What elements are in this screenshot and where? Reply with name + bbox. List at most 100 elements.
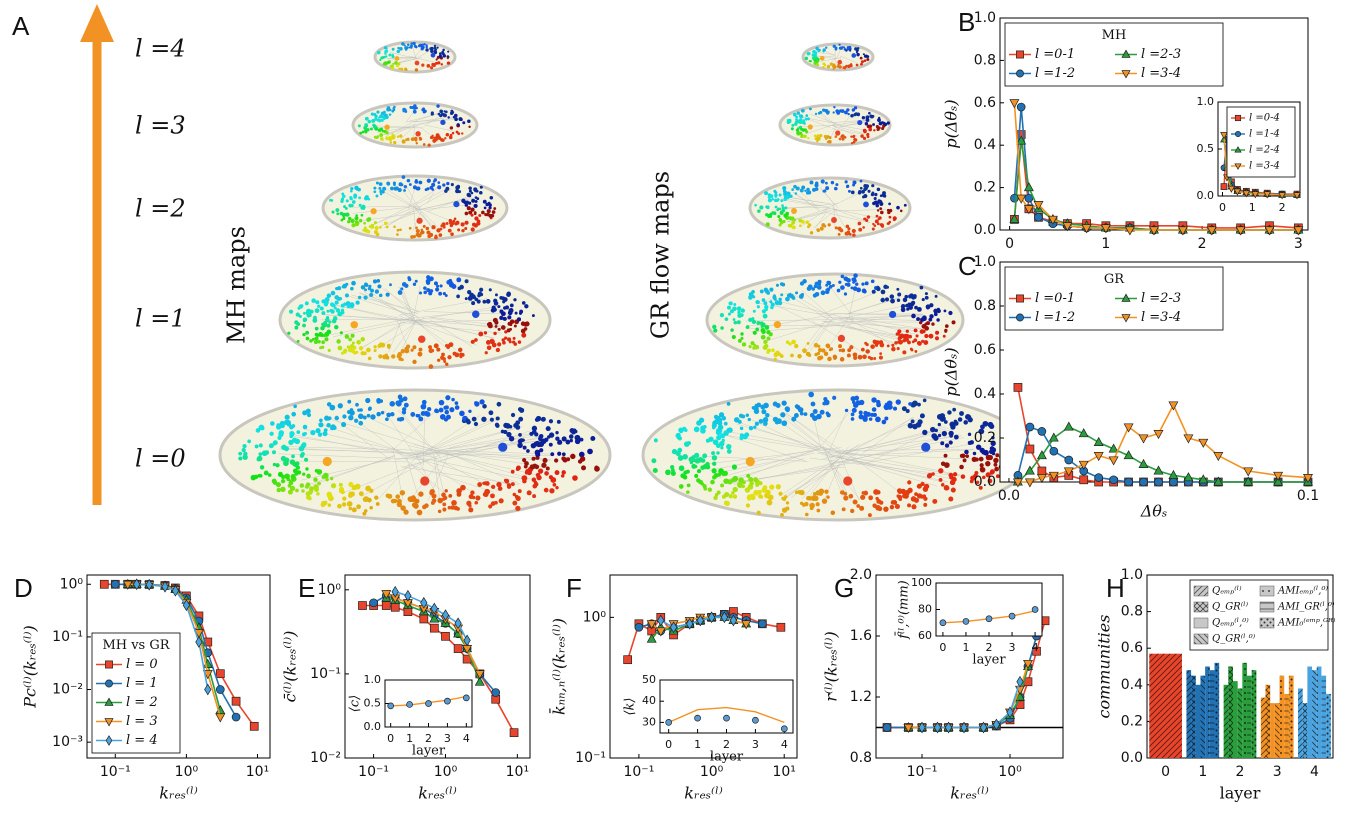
map-node xyxy=(457,228,461,232)
marker xyxy=(1213,452,1224,462)
map-node xyxy=(379,114,383,119)
map-node xyxy=(919,413,925,419)
map-node xyxy=(858,410,863,415)
legend-swatch xyxy=(1193,585,1209,597)
map-node xyxy=(737,419,742,424)
map-node xyxy=(960,474,966,479)
map-node xyxy=(393,141,397,145)
map-node xyxy=(430,112,434,116)
map-node xyxy=(396,498,402,504)
map-node xyxy=(746,473,751,478)
x-tick-label: 10¹ xyxy=(246,764,269,780)
map-node xyxy=(791,188,795,191)
legend-label: AMIₑₘₚ⁽ˡ,⁰⁾ xyxy=(1277,586,1328,597)
map-node xyxy=(507,321,512,326)
legend-label: l =2-3 xyxy=(1141,47,1181,62)
map-node xyxy=(319,346,323,350)
marker xyxy=(1078,460,1089,470)
map-node xyxy=(805,220,809,224)
legend-label: l = 2 xyxy=(126,695,158,710)
y-axis-label: k̄ₙₙ,ₙ⁽ˡ⁾(kᵣₑₛ⁽ˡ⁾) xyxy=(547,618,568,715)
map-node xyxy=(368,406,372,411)
y-tick-label: 10⁰ xyxy=(318,582,342,598)
map-node xyxy=(732,306,737,311)
map-node xyxy=(465,418,471,424)
map-edge xyxy=(831,119,871,123)
map-node xyxy=(693,452,700,459)
map-edge xyxy=(406,185,418,208)
marker xyxy=(1016,102,1026,112)
map-node xyxy=(502,316,507,321)
x-tick-label: 10⁻¹ xyxy=(907,764,938,780)
map-node xyxy=(531,425,538,432)
map-edge xyxy=(831,125,866,135)
map-node xyxy=(514,311,518,315)
map-node xyxy=(860,347,865,352)
map-node xyxy=(355,214,358,217)
x-tick-label: 10⁰ xyxy=(998,764,1022,780)
map-node xyxy=(931,322,935,326)
map-node xyxy=(477,291,483,296)
map-node xyxy=(386,343,391,348)
bar xyxy=(1232,681,1238,758)
map-edge xyxy=(818,112,831,124)
map-node xyxy=(255,428,261,433)
map-node xyxy=(254,474,259,479)
map-edge xyxy=(863,449,974,456)
map-node xyxy=(869,356,874,361)
map-node xyxy=(746,494,753,501)
map-edge xyxy=(382,288,419,313)
map-node xyxy=(733,320,738,325)
x-tick-label: 0.0 xyxy=(998,488,1020,504)
map-edge xyxy=(352,205,420,214)
x-tick-label: 3 xyxy=(1009,641,1016,654)
map-node xyxy=(358,203,362,207)
map-node xyxy=(523,321,529,327)
map-node xyxy=(850,190,855,195)
legend-swatch xyxy=(1193,617,1209,629)
map-node xyxy=(794,490,799,495)
map-node xyxy=(905,409,910,414)
map-edge xyxy=(796,124,835,128)
y-tick-label: 10⁻¹ xyxy=(310,666,341,682)
map-node xyxy=(821,348,826,353)
marker xyxy=(110,579,120,589)
map-node xyxy=(532,494,537,499)
map-node xyxy=(423,410,430,417)
map-node xyxy=(263,470,269,476)
map-node xyxy=(798,114,803,119)
map-edge xyxy=(833,119,871,126)
map-node xyxy=(321,340,325,345)
map-node xyxy=(407,276,411,280)
map-node xyxy=(696,468,702,474)
map-node xyxy=(940,483,945,487)
marker xyxy=(882,723,892,732)
map-node xyxy=(790,216,795,221)
map-node xyxy=(720,326,724,330)
map-edge xyxy=(709,448,818,471)
map-node xyxy=(827,223,831,227)
marker xyxy=(1108,443,1119,453)
map-node xyxy=(349,196,353,201)
map-node xyxy=(329,404,336,411)
legend-label: Qₑₘₚ⁽ˡ,⁰⁾ xyxy=(1212,618,1249,629)
map-node xyxy=(380,410,385,415)
map-node xyxy=(241,447,246,453)
map-node xyxy=(403,44,406,47)
map-node xyxy=(525,468,531,475)
map-node xyxy=(277,471,283,477)
map-node xyxy=(322,431,328,437)
map-edge xyxy=(839,55,858,64)
map-node xyxy=(873,489,879,495)
map-edge xyxy=(862,429,952,452)
map-node xyxy=(875,125,879,129)
map-node xyxy=(405,345,410,349)
map-node xyxy=(341,285,345,289)
marker xyxy=(1124,226,1135,236)
legend-label: Qₑₘₚ⁽ˡ⁾ xyxy=(1212,586,1242,597)
marker xyxy=(646,633,657,643)
marker xyxy=(441,631,450,641)
map-node xyxy=(721,416,727,421)
map-node xyxy=(822,48,826,52)
map-node xyxy=(841,137,845,141)
